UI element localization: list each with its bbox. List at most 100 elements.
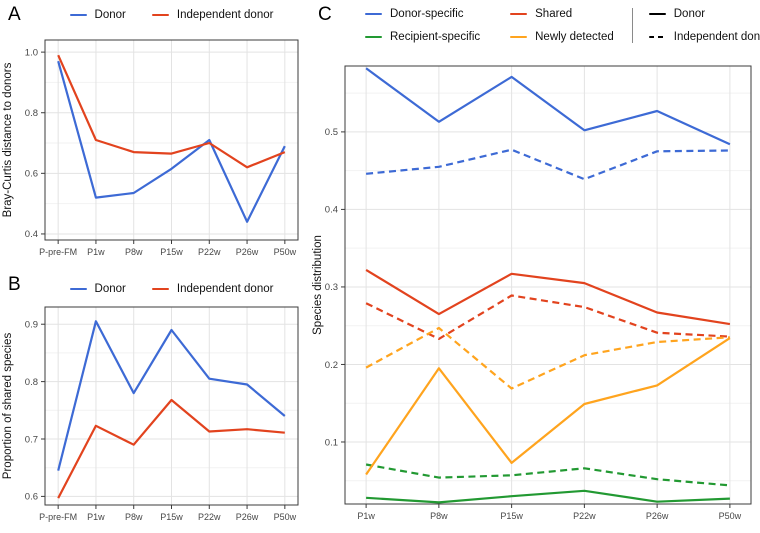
y-tick-label: 0.4	[25, 229, 38, 240]
panel-a: A Donor Independent donor 0.4 0.6 0.8 1.0 P-p…	[0, 0, 308, 270]
x-tick-label: P50w	[274, 512, 297, 522]
y-tick-label: 0.8	[25, 108, 38, 119]
legend-item-independent-donor: Independent donor	[648, 31, 760, 43]
y-tick-label: 0.3	[325, 282, 338, 293]
shared-swatch-icon	[510, 12, 528, 16]
panel-c: C Donor-specific Shared Recipient-specific…	[310, 0, 760, 533]
legend-panel-a: Donor Independent donor	[45, 7, 298, 23]
donor-swatch-icon	[69, 13, 87, 17]
panel-b: B Donor Independent donor 0.6 0.7 0.8 0.9 P-p…	[0, 270, 308, 533]
legend-label: Donor	[94, 283, 126, 295]
legend-label: Donor-specific	[390, 8, 464, 20]
legend-label: Independent donor	[673, 31, 760, 43]
y-tick-label: 0.6	[25, 492, 38, 503]
donor-swatch-icon	[69, 287, 87, 291]
x-tick-label: P26w	[236, 512, 259, 522]
gridlines	[45, 40, 298, 240]
series-line-recipient-specific-independent-donor	[365, 463, 730, 487]
line-chart-c: 0.1 0.2 0.3 0.4 0.5 P1w P8w P15w P22w P26w P50w Spe…	[312, 65, 752, 521]
y-tick-label: 0.5	[325, 127, 338, 138]
x-tick-label: P1w	[87, 247, 105, 257]
axes: 0.4 0.6 0.8 1.0 P-pre-FM P1w P8w P15w P22w P26w P5…	[25, 47, 297, 257]
legend-panel-c: Donor-specific Shared Recipient-specific Ne…	[365, 8, 760, 43]
chart-panel-b: 0.6 0.7 0.8 0.9 P-pre-FM P1w P8w P15w P22w P26w P5…	[0, 302, 308, 533]
legend-label: Independent donor	[176, 283, 274, 295]
color-legend: Donor-specific Shared Recipient-specific Ne…	[365, 8, 614, 43]
y-tick-label: 0.1	[325, 437, 338, 448]
legend-item-donor: Donor	[69, 9, 126, 21]
axes: 0.1 0.2 0.3 0.4 0.5 P1w P8w P15w P22w P26w P50w	[325, 127, 742, 521]
donor-swatch-icon	[648, 12, 666, 16]
series-line-shared-donor	[365, 268, 731, 326]
legend-label: Newly detected	[535, 31, 614, 43]
legend-label: Donor	[94, 9, 126, 21]
legend-label: Donor	[673, 8, 706, 20]
series-line-shared-independent-donor	[365, 294, 730, 340]
series-line-newly-detected-donor	[365, 337, 731, 476]
legend-label: Recipient-specific	[390, 31, 481, 43]
gridlines	[45, 307, 298, 505]
series-lines	[365, 67, 731, 504]
independent-donor-swatch-icon	[151, 13, 169, 17]
legend-label: Shared	[535, 8, 573, 20]
legend-item-independent-donor: Independent donor	[151, 9, 273, 21]
panel-label-b: B	[8, 274, 21, 295]
legend-item-recipient-specific: Recipient-specific	[365, 31, 480, 43]
series-lines	[57, 54, 286, 223]
y-axis-title: Proportion of shared species	[2, 333, 14, 480]
x-tick-label: P50w	[274, 247, 297, 257]
legend-item-newly-detected: Newly detected	[510, 31, 614, 43]
y-tick-label: 0.7	[25, 434, 38, 445]
x-tick-label: P26w	[646, 511, 669, 521]
recipient-specific-swatch-icon	[365, 35, 382, 39]
y-axis-title: Bray-Curtis distance to donors	[2, 62, 14, 217]
y-tick-label: 0.9	[25, 320, 38, 331]
x-tick-label: P50w	[719, 511, 742, 521]
independent-donor-swatch-icon	[151, 287, 169, 291]
series-line-newly-detected-independent-donor	[365, 326, 730, 390]
series-line-independent-donor	[57, 54, 286, 169]
x-tick-label: P15w	[500, 511, 523, 521]
x-tick-label: P15w	[160, 247, 183, 257]
donor-specific-swatch-icon	[365, 12, 382, 16]
panel-label-c: C	[318, 4, 332, 25]
x-tick-label: P1w	[357, 511, 375, 521]
gridlines	[345, 66, 751, 504]
series-line-recipient-specific-donor	[366, 489, 730, 504]
x-tick-label: P8w	[430, 511, 448, 521]
x-tick-label: P-pre-FM	[39, 512, 77, 522]
y-axis-title: Species distribution	[312, 235, 324, 335]
legend-item-donor: Donor	[69, 283, 126, 295]
legend-item-shared: Shared	[510, 8, 614, 20]
chart-panel-c: 0.1 0.2 0.3 0.4 0.5 P1w P8w P15w P22w P26w P50w Spe…	[310, 56, 760, 533]
y-tick-label: 0.8	[25, 377, 38, 388]
series-line-donor	[57, 60, 286, 223]
panel-label-a: A	[8, 4, 21, 25]
series-line-donor-specific-independent-donor	[365, 148, 730, 181]
x-tick-label: P8w	[125, 512, 143, 522]
x-tick-label: P-pre-FM	[39, 247, 77, 257]
y-tick-label: 1.0	[25, 47, 38, 58]
series-line-donor-specific-donor	[365, 67, 731, 146]
newly-detected-swatch-icon	[510, 35, 528, 39]
legend-item-independent-donor: Independent donor	[151, 283, 274, 295]
x-tick-label: P22w	[198, 512, 221, 522]
x-tick-label: P26w	[236, 247, 259, 257]
x-tick-label: P22w	[198, 247, 221, 257]
independent-donor-swatch-icon	[648, 35, 666, 39]
chart-panel-a: 0.4 0.6 0.8 1.0 P-pre-FM P1w P8w P15w P22w P26w P5…	[0, 30, 308, 270]
series-lines	[57, 320, 286, 499]
y-tick-label: 0.6	[25, 169, 38, 180]
legend-item-donor-specific: Donor-specific	[365, 8, 480, 20]
axes: 0.6 0.7 0.8 0.9 P-pre-FM P1w P8w P15w P22w P26w P5…	[25, 320, 297, 522]
legend-panel-b: Donor Independent donor	[45, 281, 298, 297]
panel-border	[344, 65, 752, 505]
x-tick-label: P15w	[160, 512, 183, 522]
x-tick-label: P22w	[573, 511, 596, 521]
linetype-legend: Donor Independent donor	[648, 8, 760, 43]
x-tick-label: P8w	[125, 247, 143, 257]
y-tick-label: 0.2	[325, 360, 338, 371]
line-chart-b: 0.6 0.7 0.8 0.9 P-pre-FM P1w P8w P15w P22w P26w P5…	[2, 306, 299, 522]
legend-divider	[631, 8, 633, 43]
